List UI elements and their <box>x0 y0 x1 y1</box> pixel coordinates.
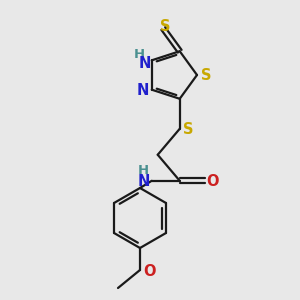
Text: N: N <box>139 56 151 71</box>
Text: H: H <box>138 164 149 177</box>
Text: H: H <box>134 48 145 61</box>
Text: S: S <box>184 122 194 137</box>
Text: S: S <box>201 68 211 83</box>
Text: O: O <box>143 263 155 278</box>
Text: S: S <box>160 19 170 34</box>
Text: N: N <box>137 174 150 189</box>
Text: N: N <box>136 83 149 98</box>
Text: O: O <box>206 174 219 189</box>
